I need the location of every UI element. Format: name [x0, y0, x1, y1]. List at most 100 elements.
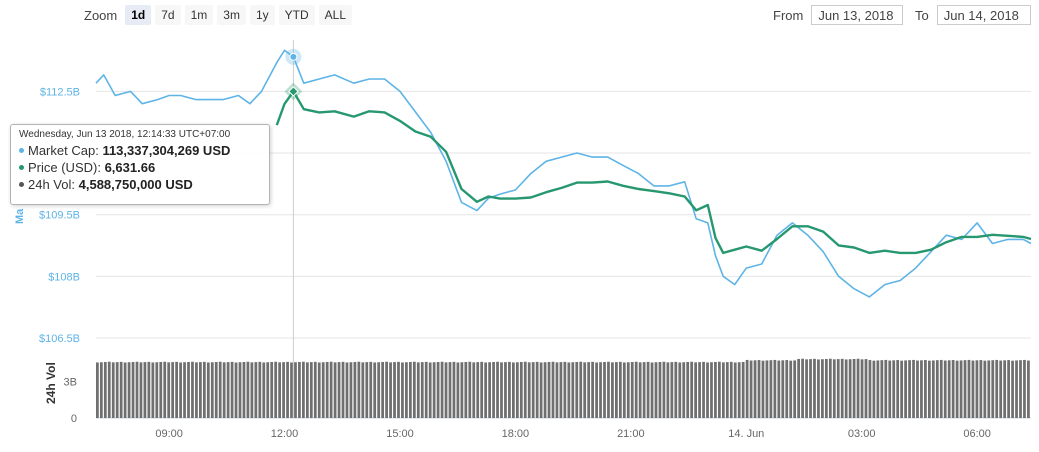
volume-bar — [761, 360, 765, 418]
tooltip-market-cap-value: 113,337,304,269 USD — [102, 143, 231, 158]
volume-bar — [983, 360, 987, 418]
tooltip-volume-row: 24h Vol: 4,588,750,000 USD — [19, 176, 261, 193]
volume-bar — [119, 361, 123, 418]
range-from-input[interactable]: Jun 13, 2018 — [811, 5, 904, 25]
volume-bar — [908, 360, 911, 418]
volume-bar — [686, 361, 690, 418]
volume-bar — [666, 362, 670, 418]
volume-bar — [706, 362, 709, 418]
volume-bar — [848, 359, 852, 418]
volume-bar — [131, 361, 135, 418]
volume-bar — [444, 362, 448, 418]
volume-bar — [107, 361, 111, 418]
volume-bar — [179, 362, 182, 418]
volume-bar — [769, 360, 773, 418]
volume-bar — [535, 361, 539, 418]
tooltip-price-row: Price (USD): 6,631.66 — [19, 159, 261, 176]
zoom-1d-button[interactable]: 1d — [125, 5, 152, 25]
volume-bar — [559, 362, 563, 418]
volume-bar — [405, 362, 408, 418]
volume-bar — [935, 360, 939, 418]
volume-bar — [183, 362, 186, 418]
volume-bar — [424, 361, 428, 418]
volume-bar — [587, 362, 591, 418]
volume-bar — [175, 361, 178, 418]
volume-bar — [440, 361, 444, 418]
volume-bar — [947, 360, 951, 418]
volume-bar — [504, 362, 507, 418]
volume-bar — [96, 362, 99, 418]
volume-bar — [884, 359, 888, 418]
volume-bar — [246, 361, 250, 418]
volume-bar — [274, 361, 278, 418]
volume-bar — [1003, 360, 1007, 418]
volume-bar — [163, 361, 167, 418]
zoom-all-button[interactable]: ALL — [318, 5, 352, 25]
volume-bar — [927, 360, 931, 418]
volume-bar — [357, 361, 361, 418]
volume-bar — [939, 359, 943, 418]
zoom-1m-button[interactable]: 1m — [184, 5, 214, 25]
volume-bar — [294, 362, 297, 418]
volume-bar — [618, 361, 622, 418]
volume-bar — [888, 360, 892, 418]
range-to-input[interactable]: Jun 14, 2018 — [936, 5, 1031, 25]
volume-bar — [737, 362, 741, 418]
volume-bar — [492, 361, 495, 418]
volume-bar — [904, 360, 907, 418]
volume-bar — [325, 361, 329, 418]
zoom-3m-button[interactable]: 3m — [217, 5, 246, 25]
zoom-ytd-button[interactable]: YTD — [278, 5, 315, 25]
volume-bar — [1007, 360, 1010, 418]
volume-bar — [234, 362, 238, 418]
volume-bar — [191, 361, 194, 418]
volume-bar — [313, 361, 317, 418]
volume-bar — [206, 362, 210, 418]
volume-bar — [868, 360, 872, 418]
chart-tooltip: Wednesday, Jun 13 2018, 12:14:33 UTC+07:… — [10, 124, 270, 205]
volume-bar — [523, 361, 527, 418]
volume-bar — [397, 361, 400, 418]
volume-bar — [781, 360, 785, 418]
volume-bar — [151, 362, 155, 418]
zoom-1y-button[interactable]: 1y — [249, 5, 275, 25]
volume-bar — [611, 362, 614, 418]
volume-bar — [199, 362, 202, 418]
volume-bar — [567, 362, 571, 418]
volume-bar — [508, 361, 511, 418]
range-from: From Jun 13, 2018 — [773, 4, 904, 26]
volume-bar — [634, 361, 638, 418]
volume-bar — [959, 360, 963, 418]
volume-bar — [420, 362, 424, 418]
y-tick-label: $108B — [48, 271, 80, 283]
volume-bar — [230, 361, 234, 418]
volume-bar — [1027, 360, 1030, 418]
volume-bar — [115, 362, 119, 418]
volume-bar — [924, 360, 927, 418]
zoom-7d-button[interactable]: 7d — [155, 5, 181, 25]
tooltip-volume-label: 24h Vol: — [28, 177, 75, 192]
volume-bar — [880, 360, 884, 418]
volume-bar — [127, 362, 131, 418]
volume-bar — [527, 362, 531, 418]
volume-bar — [991, 360, 995, 418]
volume-bar — [916, 360, 919, 418]
x-tick-label: 15:00 — [386, 428, 414, 440]
volume-bar — [638, 362, 642, 418]
volume-bar — [270, 361, 274, 418]
market-cap-line — [95, 49, 1032, 298]
volume-bar — [785, 360, 789, 418]
volume-bar — [187, 361, 190, 418]
volume-bar — [1023, 359, 1026, 418]
volume-bar — [963, 360, 967, 418]
volume-bar — [309, 362, 313, 418]
volume-bar — [345, 362, 349, 418]
volume-bar — [765, 360, 769, 418]
volume-bar — [579, 361, 583, 418]
tooltip-price-value: 6,631.66 — [104, 160, 156, 175]
volume-bar — [278, 362, 282, 418]
volume-bar — [654, 362, 658, 418]
price-line — [275, 90, 1032, 255]
volume-bar — [452, 361, 456, 418]
